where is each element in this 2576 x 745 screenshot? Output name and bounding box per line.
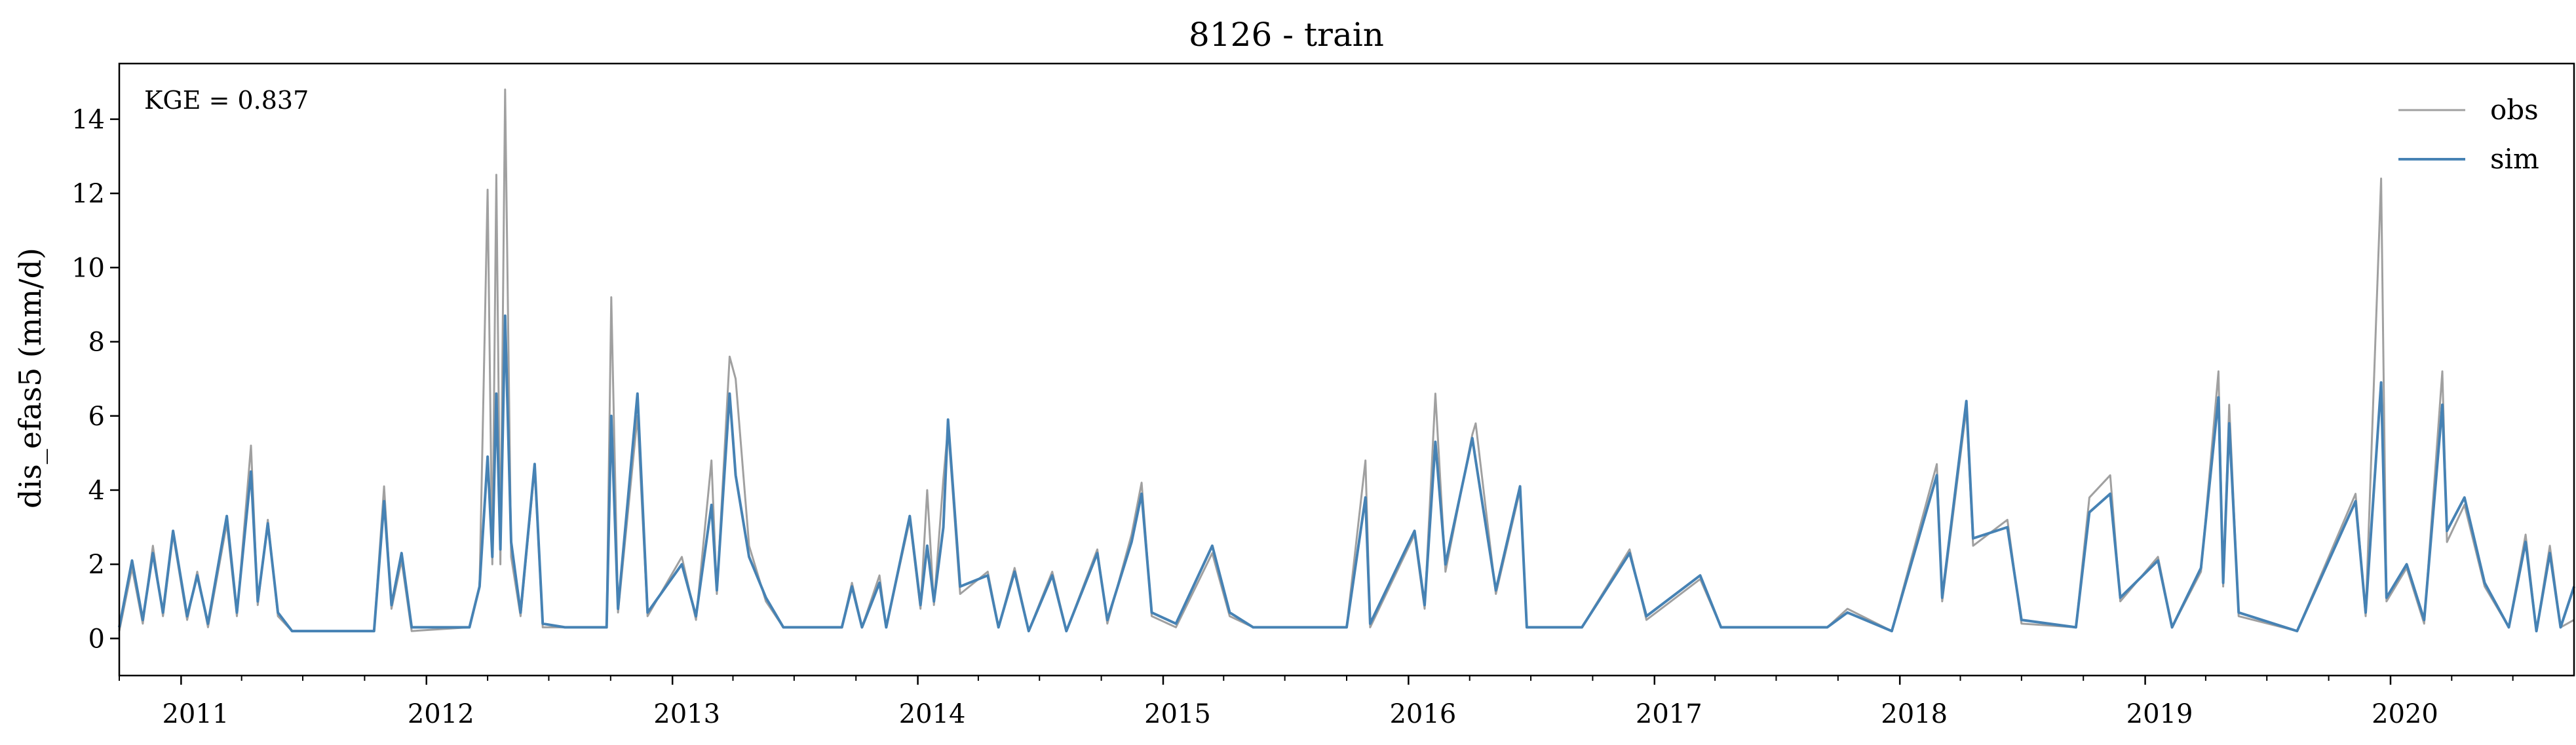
y-tick-label: 8 [88, 328, 105, 358]
series-line-obs [118, 88, 2575, 632]
x-tick-label: 2012 [408, 699, 474, 729]
x-tick-label: 2016 [1389, 699, 1456, 729]
y-tick-label: 12 [71, 179, 105, 209]
legend-label-obs: obs [2490, 94, 2539, 126]
x-tick-label: 2015 [1144, 699, 1211, 729]
legend: obs sim [2398, 94, 2539, 175]
y-axis-label: dis_efas5 (mm/d) [12, 248, 48, 508]
x-axis: 2011 2012 2013 2014 2015 2016 2017 2018 2019 2020 [119, 676, 2514, 729]
y-tick-label: 14 [71, 105, 105, 135]
x-tick-label: 2017 [1636, 699, 1702, 729]
x-tick-label: 2013 [653, 699, 720, 729]
series-line-sim [118, 314, 2575, 633]
legend-label-sim: sim [2490, 143, 2539, 175]
x-tick-label: 2020 [2372, 699, 2438, 729]
plot-frame [118, 62, 2575, 677]
series-layer [118, 88, 2575, 633]
x-tick-label: 2011 [162, 699, 229, 729]
y-tick-label: 6 [88, 402, 105, 432]
chart-title: 8126 - train [1189, 16, 1384, 54]
y-tick-label: 2 [88, 550, 105, 580]
y-tick-label: 0 [88, 624, 105, 654]
y-tick-label: 10 [71, 253, 105, 283]
kge-annotation: KGE = 0.837 [144, 86, 309, 115]
x-tick-label: 2018 [1881, 699, 1948, 729]
x-tick-label: 2019 [2126, 699, 2193, 729]
x-tick-label: 2014 [899, 699, 966, 729]
y-axis: 0 2 4 6 8 10 12 14 [71, 105, 119, 654]
y-tick-label: 4 [88, 476, 105, 506]
